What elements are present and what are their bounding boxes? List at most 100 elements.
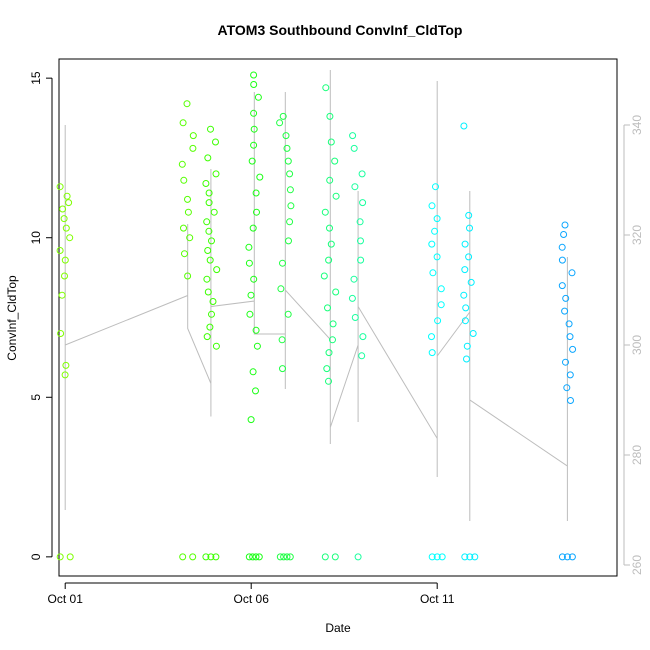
data-point (250, 71, 258, 79)
data-point (205, 199, 213, 207)
data-point (462, 304, 470, 312)
y-right-tick-label: 260 (630, 555, 644, 575)
data-point-zero (558, 553, 566, 561)
data-point (246, 310, 254, 318)
data-point-zero (433, 553, 441, 561)
data-point (349, 132, 357, 140)
data-point (326, 176, 334, 184)
data-point (179, 119, 187, 127)
data-point (186, 234, 194, 242)
data-point (254, 93, 262, 101)
data-point (203, 275, 211, 283)
data-point-zero (283, 553, 291, 561)
data-point (460, 122, 468, 130)
data-point-zero (207, 553, 215, 561)
data-point (562, 294, 570, 302)
data-point (558, 243, 566, 251)
data-point (323, 365, 331, 373)
data-point (286, 170, 294, 178)
data-point (568, 269, 576, 277)
data-point (184, 195, 191, 203)
data-point (283, 144, 291, 152)
data-point (279, 112, 287, 120)
data-point (325, 349, 333, 357)
data-point (569, 345, 577, 353)
data-point (431, 227, 439, 235)
data-point (59, 205, 67, 213)
data-point-zero (321, 553, 329, 561)
y-axis-label: ConvInf_CldTop (5, 275, 19, 361)
data-point (437, 301, 445, 309)
data-point (184, 208, 192, 216)
data-point (327, 240, 335, 248)
data-point (62, 361, 70, 369)
data-point-zero (331, 553, 339, 561)
data-point (56, 247, 64, 254)
data-point (277, 285, 285, 293)
data-point (358, 170, 366, 178)
data-point (434, 317, 442, 325)
data-point (256, 173, 264, 181)
data-point-zero (280, 553, 288, 561)
data-point-zero (179, 553, 187, 561)
data-point (428, 333, 435, 341)
data-point (63, 192, 71, 200)
x-axis-label: Date (325, 621, 351, 635)
data-point (181, 250, 188, 258)
data-point (467, 278, 475, 286)
data-point (252, 189, 260, 197)
data-point-zero (202, 553, 210, 561)
data-point (56, 183, 64, 191)
data-point-zero (461, 553, 469, 561)
data-point (469, 330, 477, 337)
data-point-zero (66, 553, 74, 561)
data-point (351, 314, 359, 321)
data-point (284, 157, 292, 165)
data-point (209, 298, 217, 305)
data-point (348, 294, 356, 302)
data-point (350, 275, 358, 283)
data-point (248, 157, 256, 165)
data-point (428, 202, 436, 210)
data-point (61, 371, 69, 379)
data-point (183, 100, 191, 108)
data-point (560, 231, 568, 238)
y-right-tick-label: 340 (630, 115, 644, 135)
data-point (285, 237, 292, 245)
temperature-trace-layer (64, 70, 568, 521)
data-point (358, 352, 366, 360)
data-point (433, 253, 441, 261)
data-point (286, 186, 294, 194)
data-point (250, 141, 258, 149)
temperature-trace-line (64, 70, 568, 521)
y-left-tick-label: 10 (29, 231, 43, 245)
data-point (249, 224, 257, 232)
data-point (558, 256, 566, 264)
axes-layer: 0 5 10 15 260 280 300 320 340 Oct 01 Oct 06 Oct 11 (29, 71, 644, 606)
data-point (206, 323, 214, 331)
data-point (461, 266, 469, 274)
data-point (204, 247, 212, 254)
data-point (213, 266, 221, 274)
data-point (326, 112, 334, 120)
data-point-zero (568, 553, 576, 561)
data-point (284, 310, 292, 318)
y-right-tick-label: 300 (630, 335, 644, 355)
data-point (250, 275, 258, 283)
data-point (565, 320, 573, 328)
data-point (253, 208, 260, 216)
data-point (325, 377, 332, 385)
data-point (205, 189, 213, 197)
data-point (276, 119, 284, 127)
data-point (558, 282, 566, 290)
data-point (466, 224, 473, 232)
data-point (61, 272, 68, 280)
data-point (279, 259, 286, 267)
data-point (567, 397, 574, 404)
data-point (433, 215, 441, 223)
data-point (331, 157, 339, 165)
data-point (359, 199, 367, 207)
data-point (253, 342, 261, 350)
